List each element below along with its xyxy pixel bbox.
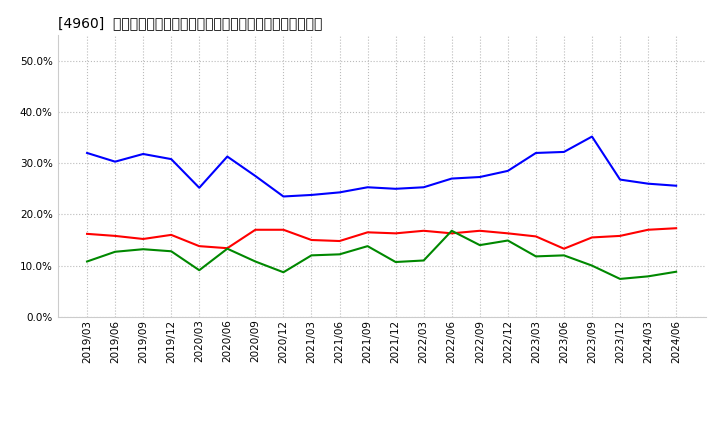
- 在庫: [391, 186, 400, 191]
- 買入債務: [83, 259, 91, 264]
- 売上債権: [503, 231, 512, 236]
- Line: 在庫: 在庫: [87, 136, 676, 197]
- Legend: 売上債権, 在庫, 買入債務: 売上債権, 在庫, 買入債務: [252, 434, 511, 440]
- 売上債権: [251, 227, 260, 232]
- 在庫: [531, 150, 540, 156]
- 売上債権: [223, 246, 232, 251]
- 買入債務: [364, 243, 372, 249]
- 売上債権: [531, 234, 540, 239]
- 買入債務: [475, 242, 484, 248]
- 売上債権: [391, 231, 400, 236]
- 売上債権: [307, 237, 316, 242]
- 売上債権: [447, 231, 456, 236]
- 在庫: [83, 150, 91, 156]
- 売上債権: [644, 227, 652, 232]
- 在庫: [447, 176, 456, 181]
- 在庫: [195, 185, 204, 191]
- 在庫: [223, 154, 232, 159]
- 売上債権: [588, 235, 596, 240]
- 買入債務: [307, 253, 316, 258]
- 在庫: [588, 134, 596, 139]
- 買入債務: [223, 246, 232, 251]
- 在庫: [279, 194, 288, 199]
- 買入債務: [447, 228, 456, 234]
- 買入債務: [195, 268, 204, 273]
- 売上債権: [475, 228, 484, 234]
- 在庫: [307, 192, 316, 198]
- 在庫: [419, 185, 428, 190]
- 在庫: [111, 159, 120, 164]
- 買入債務: [419, 258, 428, 263]
- 売上債権: [167, 232, 176, 238]
- 売上債権: [139, 236, 148, 242]
- 在庫: [475, 174, 484, 180]
- 在庫: [167, 157, 176, 162]
- 買入債務: [672, 269, 680, 275]
- 買入債務: [531, 254, 540, 259]
- 買入債務: [391, 259, 400, 264]
- 売上債権: [616, 233, 624, 238]
- Line: 売上債権: 売上債権: [87, 228, 676, 249]
- 在庫: [139, 151, 148, 157]
- 売上債権: [419, 228, 428, 234]
- 買入債務: [588, 263, 596, 268]
- 在庫: [616, 177, 624, 182]
- 買入債務: [559, 253, 568, 258]
- 在庫: [336, 190, 344, 195]
- 買入債務: [167, 249, 176, 254]
- 買入債務: [251, 259, 260, 264]
- 買入債務: [279, 270, 288, 275]
- Line: 買入債務: 買入債務: [87, 231, 676, 279]
- 在庫: [364, 185, 372, 190]
- 売上債権: [559, 246, 568, 251]
- 買入債務: [644, 274, 652, 279]
- 在庫: [251, 173, 260, 179]
- 売上債権: [364, 230, 372, 235]
- 売上債権: [195, 243, 204, 249]
- 在庫: [644, 181, 652, 186]
- 売上債権: [111, 233, 120, 238]
- 買入債務: [503, 238, 512, 243]
- 買入債務: [139, 246, 148, 252]
- Text: [4960]  売上債権、在庫、買入債務の総資産に対する比率の推移: [4960] 売上債権、在庫、買入債務の総資産に対する比率の推移: [58, 16, 322, 30]
- 売上債権: [279, 227, 288, 232]
- 買入債務: [111, 249, 120, 254]
- 売上債権: [83, 231, 91, 236]
- 売上債権: [336, 238, 344, 244]
- 在庫: [503, 168, 512, 173]
- 売上債権: [672, 226, 680, 231]
- 在庫: [672, 183, 680, 188]
- 買入債務: [616, 276, 624, 282]
- 買入債務: [336, 252, 344, 257]
- 在庫: [559, 149, 568, 154]
